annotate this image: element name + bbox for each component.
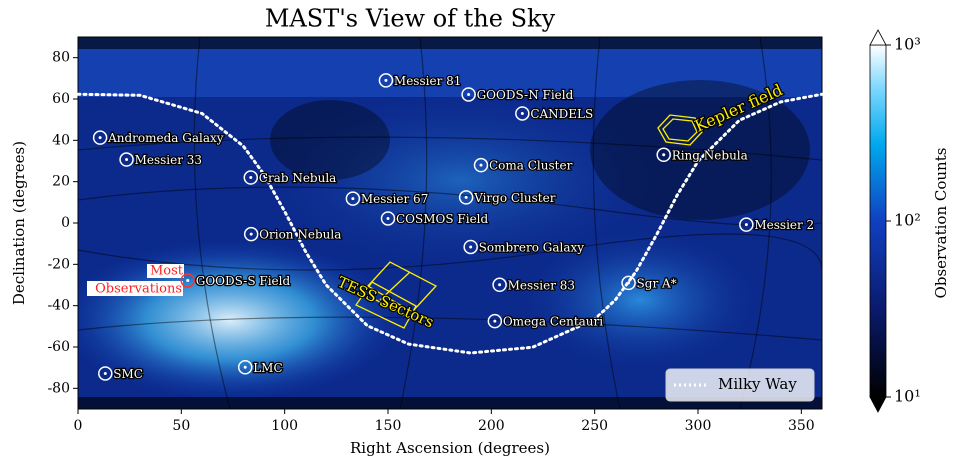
y-tick-label: 40 [52,132,70,148]
object-marker [378,73,394,88]
object-dot [662,153,666,157]
x-tick-label: 250 [581,418,608,434]
annotation-box [147,264,184,278]
object-dot [386,216,390,220]
object-dot [243,365,247,369]
object-dot [249,176,253,180]
sky-background [78,37,822,409]
object-dot [627,281,631,285]
object-marker [739,217,754,232]
object-marker [237,360,253,375]
object-dot [98,136,102,140]
y-tick-label: -20 [47,256,70,272]
object-marker [92,130,108,145]
annotation: Most [150,264,184,279]
x-tick-label: 0 [74,418,83,434]
colorbar-tick-label: 10² [894,211,921,230]
object-marker [345,191,361,206]
legend-label: Milky Way [718,375,797,393]
object-dot [464,195,468,199]
object-label: CANDELS [530,107,593,121]
legend-box [665,368,815,402]
object-dot [744,223,748,227]
object-marker [380,211,396,226]
tess-footprint [355,261,438,329]
object-marker [243,170,259,185]
object-marker [98,366,113,381]
object-label: Omega Centauri [503,315,603,329]
object-marker [473,157,489,173]
object-label: Orion Nebula [259,228,341,242]
y-tick-label: -60 [47,339,70,355]
object-dot [469,245,473,249]
object-dot [103,371,107,375]
colorbar-tick-label: 10³ [894,35,921,54]
object-dot [479,163,483,167]
object-label: GOODS-S Field [196,274,291,288]
object-dot [186,278,190,282]
object-label: Crab Nebula [259,171,337,185]
object-label: Coma Cluster [489,159,573,173]
object-marker [492,277,507,293]
colorbar-extend [869,29,887,46]
object-label: Sgr A* [637,276,677,290]
object-marker [461,87,476,102]
x-axis-label: Right Ascension (degrees) [350,439,550,457]
colorbar [869,44,887,398]
object-dot [520,111,524,115]
colorbar-label: Observation Counts [932,148,950,299]
object-dot [249,232,253,236]
object-label: Messier 83 [508,278,575,292]
x-tick-label: 150 [375,418,402,434]
y-tick-label: 0 [61,215,70,231]
milky-way-line [76,92,824,355]
object-dot [384,78,388,82]
object-marker [119,152,134,167]
annotation: Observations [95,282,182,297]
y-tick-label: 20 [52,174,70,190]
x-tick-label: 300 [685,418,712,434]
object-marker [515,106,530,121]
y-tick-label: 60 [52,91,70,107]
object-label: Messier 81 [394,74,461,88]
kepler-footprint [657,114,703,146]
object-label: Virgo Cluster [473,191,556,205]
object-dot [493,319,497,323]
object-marker [621,275,636,291]
object-label: Sombrero Galaxy [479,240,585,254]
object-label: Messier 67 [361,192,428,206]
annotation-box [87,281,183,296]
object-label: Messier 2 [754,218,814,232]
chart-title: MAST's View of the Sky [265,5,556,33]
colorbar-tick-label: 10¹ [894,387,921,406]
object-marker [656,147,671,163]
object-marker [463,239,478,255]
y-axis-label: Declination (degrees) [10,141,28,305]
object-label: Ring Nebula [672,148,748,162]
object-label: LMC [253,361,282,375]
colorbar-extend [869,396,887,413]
object-marker [180,273,195,288]
object-label: GOODS-N Field [477,88,574,102]
object-dot [125,158,129,162]
object-label: SMC [113,367,143,381]
object-marker [243,226,259,242]
object-label: COSMOS Field [396,212,489,226]
x-tick-label: 200 [478,418,505,434]
object-marker [487,313,503,329]
object-label: Andromeda Galaxy [107,131,224,145]
object-dot [351,197,355,201]
legend: Milky Way [665,368,815,402]
object-marker [458,190,474,205]
x-tick-label: 100 [271,418,298,434]
x-tick-label: 350 [788,418,815,434]
object-dot [467,92,471,96]
y-tick-label: 80 [52,50,70,66]
object-label: Messier 33 [135,153,202,167]
object-dot [498,283,502,287]
y-tick-label: -40 [47,298,70,314]
x-tick-label: 50 [172,418,190,434]
y-tick-label: -80 [47,380,70,396]
